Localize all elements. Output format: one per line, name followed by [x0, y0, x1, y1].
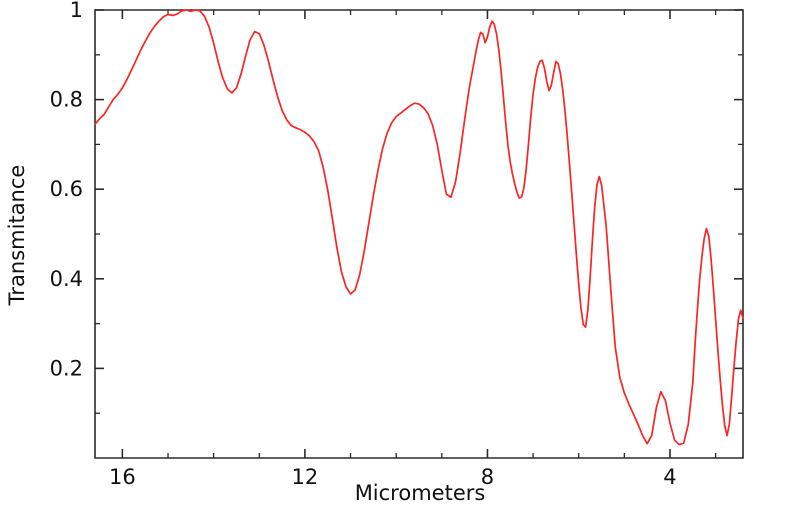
- x-tick-label: 4: [663, 465, 676, 489]
- axes-frame: [94, 9, 744, 459]
- data-series-layer: [94, 9, 744, 446]
- plot-frame: [94, 9, 744, 459]
- y-axis-minor-ticks: [95, 54, 743, 414]
- y-tick-label: 0.6: [50, 177, 83, 201]
- y-axis-tick-labels: 0.2 0.4 0.6 0.8 1: [50, 0, 83, 380]
- y-tick-label: 0.4: [50, 267, 83, 291]
- x-axis-title: Micrometers: [355, 481, 486, 505]
- y-tick-label: 0.8: [50, 88, 83, 112]
- y-tick-label: 1: [70, 0, 83, 22]
- y-axis-title: Transmitance: [5, 165, 29, 307]
- spectrum-trace: [94, 9, 744, 446]
- x-tick-label: 8: [481, 465, 494, 489]
- x-tick-label: 12: [292, 465, 319, 489]
- y-axis-major-ticks: [95, 9, 743, 370]
- x-axis-minor-ticks: [167, 10, 717, 458]
- x-tick-label: 16: [109, 465, 136, 489]
- x-axis-major-ticks: [121, 10, 671, 458]
- x-axis-tick-labels: 16 12 8 4: [109, 465, 677, 489]
- y-tick-label: 0.2: [50, 356, 83, 380]
